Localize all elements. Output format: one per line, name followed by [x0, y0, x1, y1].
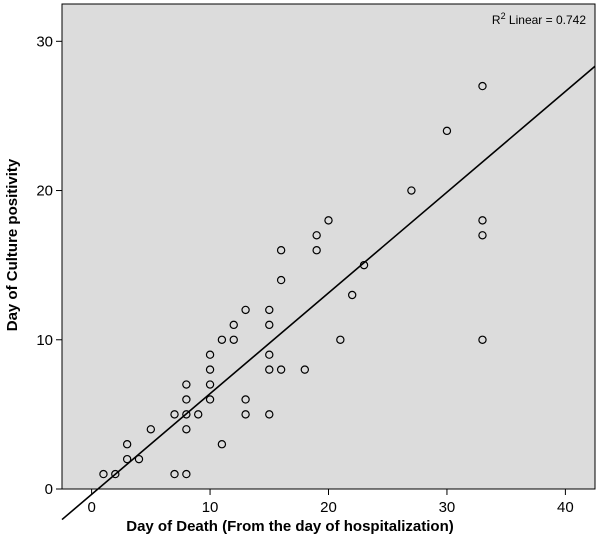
data-point — [229, 335, 238, 344]
r-squared-suffix: Linear = 0.742 — [506, 13, 587, 27]
data-point — [217, 440, 227, 449]
r-squared-prefix: R — [492, 13, 501, 27]
data-point — [312, 246, 321, 255]
data-point — [324, 216, 333, 225]
data-point — [312, 231, 321, 240]
data-point — [478, 231, 487, 240]
data-point — [170, 469, 179, 479]
fit-line — [61, 65, 596, 521]
data-point — [276, 365, 286, 374]
data-point — [478, 216, 487, 225]
r-squared-annotation: R2 Linear = 0.742 — [492, 11, 586, 27]
data-point — [205, 380, 215, 389]
data-point — [241, 305, 250, 315]
x-tick-label: 40 — [557, 499, 574, 516]
x-tick-label: 0 — [87, 499, 95, 516]
y-tick-label: 20 — [36, 183, 53, 200]
axes: 0 10 20 30 40 0 10 20 30 — [36, 33, 573, 516]
data-point — [300, 365, 310, 374]
data-point — [265, 410, 274, 419]
data-point — [205, 350, 215, 359]
data-point — [407, 186, 416, 195]
data-point — [122, 454, 132, 464]
fit-line-layer — [61, 65, 596, 521]
data-point — [241, 395, 250, 404]
data-point — [182, 425, 191, 434]
x-axis-title: Day of Death (From the day of hospitaliz… — [126, 518, 454, 535]
data-point — [276, 275, 286, 285]
data-point — [205, 365, 215, 374]
x-tick-label: 20 — [320, 499, 337, 516]
data-point — [336, 335, 345, 344]
data-point — [134, 454, 144, 464]
data-point — [265, 365, 274, 374]
data-point — [182, 469, 191, 479]
data-point — [359, 260, 369, 270]
data-point — [442, 126, 452, 136]
data-point — [194, 410, 203, 419]
plot-area — [61, 3, 596, 490]
data-point — [170, 410, 179, 419]
data-point — [241, 410, 250, 419]
data-point — [122, 440, 132, 449]
data-point — [217, 335, 227, 344]
data-point — [265, 320, 274, 330]
x-tick-label: 10 — [202, 499, 219, 516]
data-point — [478, 335, 487, 344]
y-tick-label: 30 — [36, 33, 53, 50]
data-point — [229, 320, 238, 330]
y-tick-label: 10 — [36, 332, 53, 349]
data-point — [265, 350, 274, 359]
data-point — [182, 395, 191, 404]
r-squared-superscript: 2 — [501, 11, 506, 21]
y-axis-title: Day of Culture positivity — [4, 158, 21, 331]
data-point — [265, 305, 274, 315]
data-point — [276, 246, 286, 255]
data-point — [111, 469, 120, 479]
data-point — [99, 469, 108, 479]
data-point — [146, 425, 156, 434]
data-point — [347, 290, 357, 300]
y-tick-label: 0 — [45, 481, 53, 498]
data-points — [99, 81, 487, 479]
data-point — [205, 395, 215, 404]
data-point — [478, 81, 487, 91]
data-point — [182, 410, 191, 419]
data-point — [182, 380, 191, 389]
x-tick-label: 30 — [439, 499, 456, 516]
